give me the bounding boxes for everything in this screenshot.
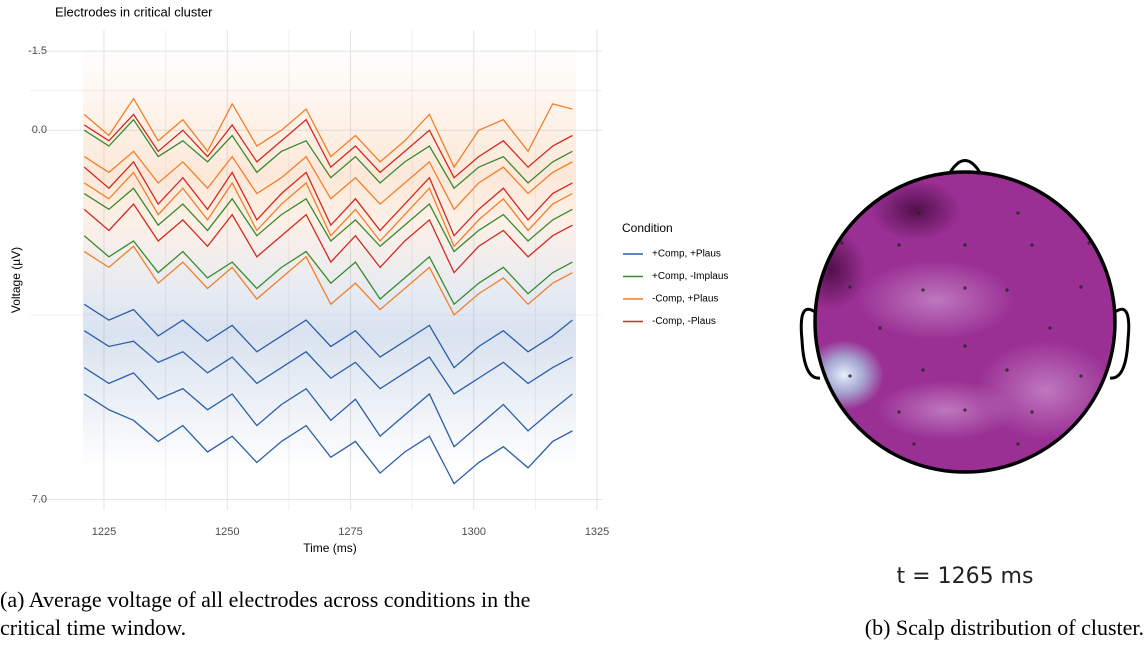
- electrode: [963, 344, 967, 348]
- electrode: [840, 241, 844, 245]
- caption: critical time window.: [0, 615, 187, 640]
- series-line: [83, 367, 573, 448]
- y-tick-label: -1.5: [28, 45, 47, 57]
- legend-title: Condition: [622, 221, 673, 235]
- electrode: [848, 285, 852, 289]
- electrode: [963, 408, 967, 412]
- electrode: [1005, 288, 1009, 292]
- x-axis-label: Time (ms): [303, 541, 357, 555]
- electrode: [1079, 374, 1083, 378]
- electrode: [897, 410, 901, 414]
- x-tick-label: 1300: [462, 526, 486, 538]
- series-line: [83, 303, 573, 369]
- electrode: [1048, 326, 1052, 330]
- series-line: [83, 203, 573, 274]
- electrode: [1016, 442, 1020, 446]
- x-tick-label: 1225: [92, 526, 116, 538]
- electrode: [963, 478, 967, 482]
- electrode: [921, 368, 925, 372]
- x-tick-label: 1325: [585, 526, 609, 538]
- series-line: [83, 97, 573, 169]
- series-line: [83, 171, 573, 248]
- electrode: [877, 468, 881, 472]
- electrode: [1087, 414, 1091, 418]
- electrode: [897, 243, 901, 247]
- electrode: [917, 211, 921, 215]
- electrode: [963, 286, 967, 290]
- legend-label: +Comp, +Plaus: [652, 249, 721, 260]
- legend-label: -Comp, +Plaus: [652, 294, 718, 305]
- x-tick-label: 1275: [338, 526, 362, 538]
- series-line: [83, 118, 573, 190]
- topomap: t = 1265 ms: [799, 159, 1131, 589]
- legend-label: +Comp, -Implaus: [652, 271, 728, 282]
- electrode: [1079, 285, 1083, 289]
- electrode: [1005, 368, 1009, 372]
- lines: [83, 97, 573, 485]
- series-line: [83, 393, 573, 485]
- electrode: [840, 414, 844, 418]
- electrode: [921, 288, 925, 292]
- caption: (a) Average voltage of all electrodes ac…: [0, 587, 531, 612]
- y-tick-label: 7.0: [32, 493, 47, 505]
- time-label: t = 1265 ms: [897, 564, 1034, 589]
- electrode: [1016, 211, 1020, 215]
- series-line: [83, 235, 573, 306]
- series-line: [83, 187, 573, 253]
- series-line: [83, 245, 573, 316]
- x-tick-label: 1250: [215, 526, 239, 538]
- electrode: [1030, 410, 1034, 414]
- chart-title: Electrodes in critical cluster: [55, 4, 213, 19]
- electrode: [1049, 468, 1053, 472]
- chart: Electrodes in critical cluster Time (ms)…: [9, 4, 728, 555]
- electrode: [912, 442, 916, 446]
- electrode: [878, 326, 882, 330]
- y-tick-label: 0.0: [32, 124, 47, 136]
- electrode: [848, 374, 852, 378]
- series-line: [83, 113, 573, 179]
- electrode: [1030, 243, 1034, 247]
- electrode: [963, 243, 967, 247]
- series-line: [83, 160, 573, 237]
- electrode: [1087, 241, 1091, 245]
- y-axis-label: Voltage (µV): [9, 247, 23, 313]
- series-line: [83, 150, 573, 211]
- legend-label: -Comp, -Plaus: [652, 316, 716, 327]
- caption: (b) Scalp distribution of cluster.: [864, 615, 1144, 640]
- series-line: [83, 330, 573, 395]
